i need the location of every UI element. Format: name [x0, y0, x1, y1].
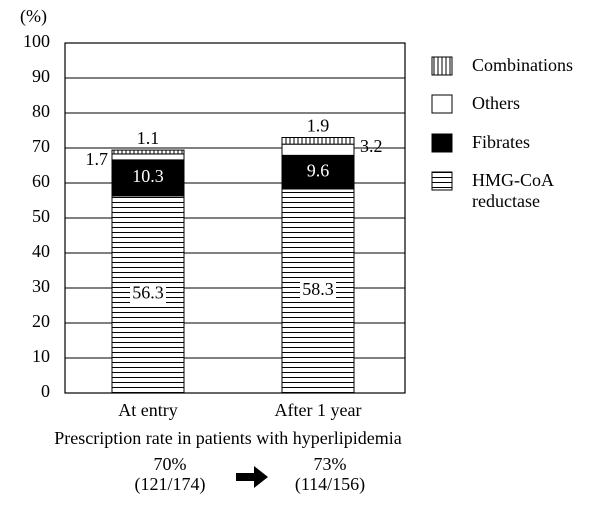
value-label: 3.2 — [360, 136, 383, 156]
y-tick-label: 70 — [32, 136, 50, 156]
note: Prescription rate in patients with hyper… — [54, 428, 401, 448]
legend-swatch — [431, 94, 453, 114]
arrow — [236, 466, 268, 488]
y-tick-label: 10 — [32, 346, 50, 366]
value-label: 1.7 — [86, 149, 109, 169]
y-tick-label: 60 — [32, 171, 50, 191]
value-label: 9.6 — [307, 160, 330, 180]
bar-segment — [281, 137, 355, 145]
y-tick-label: 50 — [32, 206, 50, 226]
bar-segment — [281, 154, 355, 190]
label-bg — [130, 285, 166, 304]
value-label: 56.3 — [132, 283, 164, 303]
value-label: 1.9 — [307, 116, 330, 136]
legend-label: Others — [472, 93, 520, 113]
label-bg — [300, 281, 336, 300]
legend-swatch — [431, 56, 453, 76]
bar-segment — [281, 143, 355, 156]
y-tick-label: 80 — [32, 101, 50, 121]
y-tick-label: 0 — [41, 381, 50, 401]
value-label: 1.1 — [137, 128, 160, 148]
rate: 73% — [314, 454, 347, 474]
rate-count: (114/156) — [295, 474, 365, 495]
value-label: 10.3 — [132, 166, 164, 186]
y-tick-label: 20 — [32, 311, 50, 331]
bar-segment — [111, 153, 185, 161]
y-tick-label: 100 — [23, 31, 50, 51]
y-tick-label: 40 — [32, 241, 50, 261]
bar-segment — [111, 149, 185, 155]
legend-label: HMG-CoA reductase — [472, 170, 554, 211]
x-tick-label: At entry — [118, 400, 177, 420]
plot-frame — [64, 42, 406, 394]
value-label: 58.3 — [302, 279, 334, 299]
y-tick-label: 30 — [32, 276, 50, 296]
rate-count: (121/174) — [135, 474, 206, 495]
y-axis-label: (%) — [20, 6, 47, 27]
legend-swatch — [431, 133, 453, 153]
legend-swatch — [431, 171, 453, 191]
x-tick-label: After 1 year — [275, 400, 362, 420]
bar-segment — [111, 159, 185, 197]
legend-label: Combinations — [472, 55, 574, 75]
rate: 70% — [154, 454, 187, 474]
legend-label: Fibrates — [472, 132, 530, 152]
y-tick-label: 90 — [32, 66, 50, 86]
